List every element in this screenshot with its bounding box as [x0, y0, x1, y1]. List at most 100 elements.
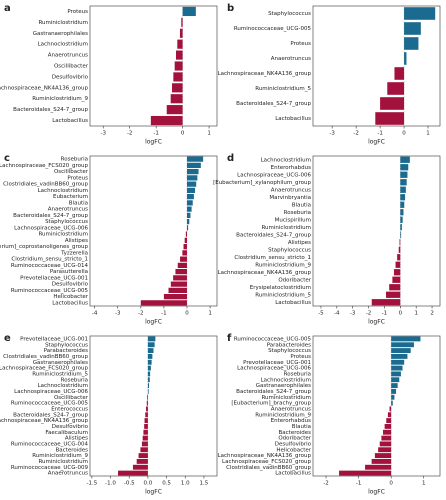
bar	[404, 7, 436, 20]
bar	[399, 239, 401, 246]
x-tick-label: 1	[422, 481, 426, 487]
bar	[383, 429, 392, 435]
x-tick-label: 0	[399, 311, 403, 317]
category-label: Alistipes	[65, 436, 88, 442]
plot-frame	[89, 5, 218, 127]
panel-label: f	[227, 333, 232, 344]
x-tick-label: 1	[426, 131, 430, 137]
bar	[386, 418, 392, 424]
category-label: Lachnospiraceae_FCS020_group	[0, 163, 88, 169]
category-label: Ruminiclostridium	[38, 20, 88, 26]
bar	[147, 388, 149, 394]
bar	[397, 254, 401, 261]
bar	[394, 67, 405, 80]
bar	[400, 201, 405, 208]
category-label: Alistipes	[65, 238, 88, 244]
category-label: Ruminiclostridium_9	[255, 262, 311, 268]
category-label: Prevotellaceae_UCG-001	[20, 275, 88, 281]
category-label: Blautia	[292, 424, 311, 430]
bar	[186, 162, 201, 168]
bar	[395, 261, 401, 268]
category-label: Lachnospiraceae_UCG-006	[237, 172, 311, 178]
category-label: Ruminiclostridium_5	[255, 292, 311, 298]
bar	[186, 181, 197, 187]
category-label: Lactobacillus	[275, 300, 311, 306]
plot-frame	[89, 155, 218, 307]
category-label: [Eubacterium]_coprostanoligenes_group	[0, 244, 88, 250]
x-tick-label: -2	[366, 311, 371, 317]
category-label: Lactobacillus	[275, 471, 311, 477]
bar	[185, 231, 187, 237]
category-label: Anaerotruncus	[271, 406, 311, 412]
bar	[384, 423, 392, 429]
bar	[391, 388, 397, 394]
category-label: Ruminiclostridium	[261, 395, 311, 401]
bar	[173, 72, 183, 82]
category-label: Gastranaerophilales	[256, 383, 311, 389]
bar	[392, 276, 401, 283]
category-label: Lactobacillus	[275, 116, 311, 122]
category-label: Prevotellaceae_UCG-001	[243, 360, 311, 366]
category-label: Oscillibacter	[54, 395, 89, 401]
bar	[177, 39, 183, 49]
category-label: Ruminococcaceae_UCG-005	[234, 336, 312, 342]
x-tick-label: 1	[208, 311, 212, 317]
bar	[186, 156, 204, 162]
x-tick-label: -3	[115, 311, 121, 317]
category-label: Roseburia	[61, 377, 88, 383]
bar	[175, 50, 183, 60]
bar	[177, 262, 187, 268]
category-label: [Eubacterium]_xylanophilum_group	[213, 180, 311, 186]
bar	[387, 412, 392, 418]
category-label: Ruminococcaceae_UCG-005	[11, 288, 89, 294]
bar	[378, 447, 392, 453]
category-label: Desulfovibrio	[52, 282, 89, 288]
category-label: Roseburia	[61, 157, 88, 163]
bar	[147, 359, 152, 365]
category-label: Staphylococcus	[45, 219, 88, 225]
category-label: Lachnospiraceae_NK4A136_group	[218, 270, 312, 276]
x-tick-label: -3	[100, 131, 106, 137]
bar	[386, 291, 401, 298]
category-label: Lachnoclostridium	[261, 157, 311, 163]
bar	[175, 269, 187, 275]
bar	[400, 231, 402, 238]
category-label: Lachnoclostridium	[38, 188, 88, 194]
category-label: Lachnospiraceae_UCG-006	[237, 366, 311, 372]
bar	[391, 365, 403, 371]
panel-label: c	[4, 153, 10, 164]
bar	[166, 105, 183, 115]
bar	[374, 453, 392, 459]
bar	[391, 359, 405, 365]
category-label: Lachnospiraceae_UCG-006	[14, 225, 88, 231]
x-tick-label: -3	[350, 311, 356, 317]
bar	[182, 6, 196, 17]
x-tick-label: 0.5	[162, 481, 171, 487]
bar	[339, 470, 392, 476]
bar	[147, 336, 156, 342]
category-label: Ruminococcaceae_UCG-004	[11, 441, 89, 447]
category-label: Bacteroides	[279, 430, 312, 436]
x-tick-label: -1.0	[105, 481, 116, 487]
bar	[186, 206, 192, 212]
category-label: Ruminiclostridium_9	[32, 96, 88, 102]
bar	[400, 209, 404, 216]
bar	[179, 28, 183, 38]
bar	[186, 219, 190, 225]
bar	[142, 435, 148, 441]
category-label: Bacteroidales_S24-7_group	[13, 412, 88, 418]
category-label: Faecalibaculum	[45, 430, 88, 436]
category-label: Staphylococcus	[268, 247, 311, 253]
bar	[141, 441, 148, 447]
category-label: Blautia	[292, 202, 311, 208]
bar	[140, 447, 148, 453]
category-label: Alistipes	[288, 240, 311, 246]
category-label: Parabacteroides	[267, 342, 311, 348]
category-label: Ruminiclostridium	[261, 225, 311, 231]
category-label: Enterorhabdus	[271, 165, 311, 171]
bar	[387, 82, 405, 95]
bar	[404, 37, 419, 50]
bar	[147, 371, 151, 377]
x-tick-label: 0	[185, 311, 189, 317]
bar	[132, 464, 148, 470]
